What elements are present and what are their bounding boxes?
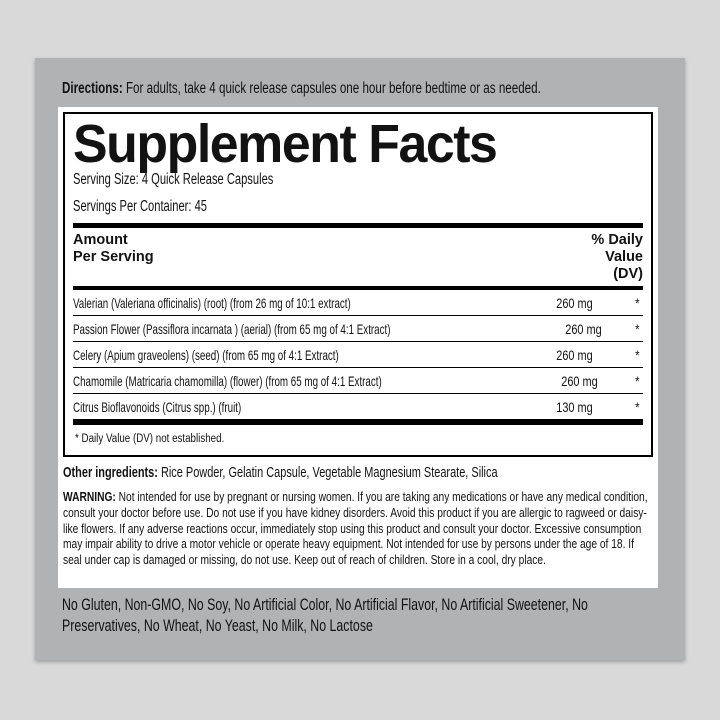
divider-thick-bar xyxy=(73,286,643,290)
servings-per-container-line: Servings Per Container: 45 xyxy=(73,197,643,217)
directions-label: Directions: xyxy=(62,80,123,97)
column-header-amount: Amount Per Serving xyxy=(73,232,154,265)
ingredient-amount: 260 mg xyxy=(565,320,602,337)
directions-body: For adults, take 4 quick release capsule… xyxy=(125,80,541,97)
ingredient-name: Chamomile (Matricaria chamomilla) (flowe… xyxy=(73,372,382,389)
serving-size-text: Serving Size: 4 Quick Release Capsules xyxy=(73,171,274,188)
serving-size-line: Serving Size: 4 Quick Release Capsules xyxy=(73,170,643,190)
divider-thick-bar xyxy=(73,420,643,425)
dv-footnote: * Daily Value (DV) not established. xyxy=(75,433,225,445)
ingredient-row-valerian: Valerian (Valeriana officinalis) (root) … xyxy=(73,290,643,316)
other-ingredients-text: Rice Powder, Gelatin Capsule, Vegetable … xyxy=(160,464,498,481)
servings-per-container-text: Servings Per Container: 45 xyxy=(73,198,207,215)
divider-thick-bar xyxy=(73,223,643,228)
ingredient-row-celery: Celery (Apium graveolens) (seed) (from 6… xyxy=(73,342,643,368)
ingredient-name: Celery (Apium graveolens) (seed) (from 6… xyxy=(73,346,339,363)
ingredient-name: Valerian (Valeriana officinalis) (root) … xyxy=(73,294,351,311)
supplement-facts-title: Supplement Facts xyxy=(73,114,498,174)
ingredient-dv: * xyxy=(634,346,639,363)
ingredient-row-chamomile: Chamomile (Matricaria chamomilla) (flowe… xyxy=(73,368,643,394)
claims-text: No Gluten, Non-GMO, No Soy, No Artificia… xyxy=(62,596,588,635)
ingredient-dv: * xyxy=(634,372,639,389)
warning-text: WARNING: Not intended for use by pregnan… xyxy=(63,489,652,568)
column-header-daily-value: % Daily Value (DV) xyxy=(591,232,643,282)
warning-label: WARNING: xyxy=(63,489,116,504)
facts-column-header: Amount Per Serving % Daily Value (DV) xyxy=(73,228,643,286)
ingredient-dv: * xyxy=(634,398,639,415)
ingredient-amount: 260 mg xyxy=(556,294,593,311)
ingredient-dv: * xyxy=(634,320,639,337)
facts-card: Supplement Facts Serving Size: 4 Quick R… xyxy=(58,107,658,588)
ingredient-amount: 260 mg xyxy=(556,346,593,363)
directions-text: Directions: For adults, take 4 quick rel… xyxy=(62,79,541,98)
ingredient-row-passion-flower: Passion Flower (Passiflora incarnata ) (… xyxy=(73,316,643,342)
supplement-facts-box: Supplement Facts Serving Size: 4 Quick R… xyxy=(63,112,653,457)
ingredient-row-citrus-bioflavonoids: Citrus Bioflavonoids (Citrus spp.) (frui… xyxy=(73,394,643,420)
other-ingredients: Other ingredients: Rice Powder, Gelatin … xyxy=(63,464,658,482)
supplement-label-panel: Directions: For adults, take 4 quick rel… xyxy=(35,58,685,660)
ingredient-dv: * xyxy=(634,294,639,311)
warning-body: Not intended for use by pregnant or nurs… xyxy=(63,489,648,568)
ingredient-amount: 130 mg xyxy=(556,398,593,415)
ingredient-amount: 260 mg xyxy=(560,372,598,389)
ingredient-name: Citrus Bioflavonoids (Citrus spp.) (frui… xyxy=(73,398,242,415)
other-ingredients-label: Other ingredients: xyxy=(63,464,158,481)
ingredient-name: Passion Flower (Passiflora incarnata ) (… xyxy=(73,320,391,337)
